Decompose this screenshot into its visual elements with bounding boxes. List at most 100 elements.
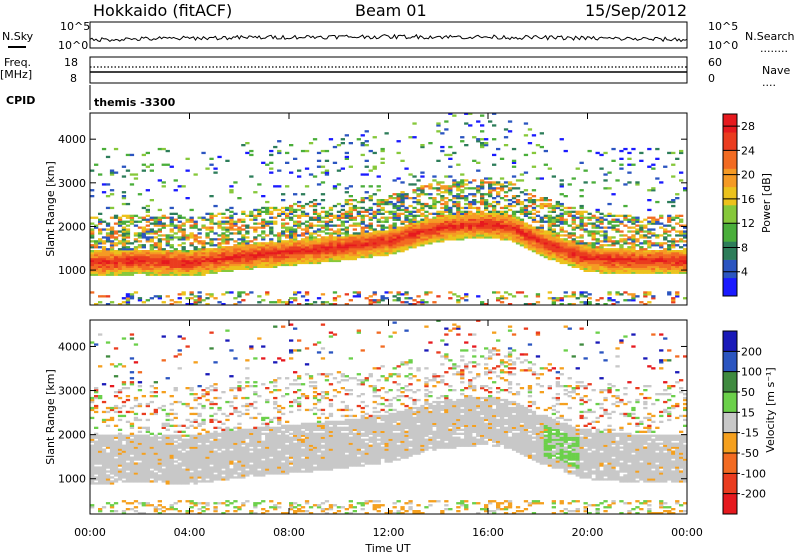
velocity-cell bbox=[194, 470, 198, 472]
nave-tick-top: 60 bbox=[708, 56, 722, 69]
power-cell bbox=[412, 122, 416, 124]
power-cell bbox=[444, 230, 448, 232]
power-cell bbox=[456, 230, 460, 232]
power-cell bbox=[607, 172, 611, 174]
power-cell bbox=[301, 232, 305, 234]
power-cell bbox=[428, 205, 432, 207]
power-cell bbox=[249, 227, 253, 229]
power-cell bbox=[603, 187, 607, 189]
power-cell bbox=[603, 240, 607, 242]
power-cell bbox=[297, 246, 301, 248]
power-cell bbox=[122, 262, 126, 264]
power-cell bbox=[162, 238, 166, 240]
power-cell bbox=[631, 234, 635, 236]
power-cell bbox=[182, 236, 186, 238]
power-cell bbox=[584, 252, 588, 254]
power-cell bbox=[154, 236, 158, 238]
power-y-axis-label: Slant Range [km] bbox=[44, 161, 57, 257]
velocity-cell bbox=[90, 417, 94, 419]
power-cell bbox=[186, 158, 190, 160]
power-cell bbox=[245, 240, 249, 242]
velocity-cell bbox=[178, 451, 182, 453]
power-cell bbox=[110, 274, 114, 276]
power-cell bbox=[285, 262, 289, 264]
power-cell bbox=[464, 230, 468, 232]
velocity-cell bbox=[198, 455, 202, 457]
power-cell bbox=[404, 246, 408, 248]
power-cell bbox=[655, 258, 659, 260]
power-cell bbox=[416, 221, 420, 223]
velocity-cell bbox=[138, 476, 142, 478]
power-cell bbox=[556, 256, 560, 258]
power-cell bbox=[217, 221, 221, 223]
power-cell bbox=[277, 252, 281, 254]
velocity-cell bbox=[178, 474, 182, 476]
velocity-cell bbox=[182, 449, 186, 451]
power-cell bbox=[576, 213, 580, 215]
power-cell bbox=[552, 221, 556, 223]
power-cell bbox=[592, 264, 596, 266]
power-cell bbox=[397, 246, 401, 248]
power-cell bbox=[325, 221, 329, 223]
velocity-cell bbox=[114, 425, 118, 427]
power-cell bbox=[333, 258, 337, 260]
power-cell bbox=[468, 193, 472, 195]
power-cell bbox=[118, 240, 122, 242]
power-cell bbox=[420, 227, 424, 229]
power-cell bbox=[393, 225, 397, 227]
power-cell bbox=[277, 140, 281, 142]
power-cell bbox=[305, 215, 309, 217]
velocity-cell bbox=[158, 453, 162, 455]
power-cell bbox=[512, 205, 516, 207]
power-cell bbox=[301, 242, 305, 244]
power-cell bbox=[373, 299, 377, 301]
power-cell bbox=[337, 258, 341, 260]
velocity-cell bbox=[134, 455, 138, 457]
power-cell bbox=[432, 213, 436, 215]
power-cell bbox=[174, 227, 178, 229]
velocity-cell bbox=[110, 470, 114, 472]
power-cell bbox=[548, 203, 552, 205]
power-cell bbox=[412, 219, 416, 221]
velocity-cell bbox=[166, 439, 170, 441]
power-cell bbox=[643, 242, 647, 244]
power-cell bbox=[305, 203, 309, 205]
power-cell bbox=[404, 193, 408, 195]
power-cell bbox=[639, 256, 643, 258]
power-cell bbox=[317, 203, 321, 205]
power-cell bbox=[106, 223, 110, 225]
power-cell bbox=[377, 252, 381, 254]
velocity-cell bbox=[114, 480, 118, 482]
power-cell bbox=[225, 252, 229, 254]
power-cell bbox=[472, 219, 476, 221]
velocity-cell bbox=[174, 451, 178, 453]
velocity-cell bbox=[146, 403, 150, 405]
power-cell bbox=[369, 207, 373, 209]
power-cell bbox=[233, 213, 237, 215]
power-cell bbox=[468, 215, 472, 217]
power-cell bbox=[528, 205, 532, 207]
velocity-cell bbox=[182, 474, 186, 476]
velocity-cell bbox=[146, 453, 150, 455]
power-cell bbox=[357, 211, 361, 213]
power-cell bbox=[357, 291, 361, 293]
power-cell bbox=[201, 268, 205, 270]
power-cell bbox=[245, 248, 249, 250]
power-cell bbox=[333, 297, 337, 299]
power-cell bbox=[480, 301, 484, 303]
power-cell bbox=[619, 264, 623, 266]
power-cell bbox=[158, 221, 162, 223]
power-cell bbox=[520, 191, 524, 193]
power-cell bbox=[568, 240, 572, 242]
power-cell bbox=[269, 217, 273, 219]
power-cell bbox=[345, 199, 349, 201]
power-cell bbox=[588, 252, 592, 254]
velocity-cell bbox=[94, 437, 98, 439]
power-cell bbox=[524, 223, 528, 225]
power-cell bbox=[651, 219, 655, 221]
nave-tick-bottom: 0 bbox=[708, 72, 715, 85]
power-cell bbox=[456, 225, 460, 227]
power-cell bbox=[397, 197, 401, 199]
velocity-cell bbox=[106, 419, 110, 421]
power-cell bbox=[556, 258, 560, 260]
